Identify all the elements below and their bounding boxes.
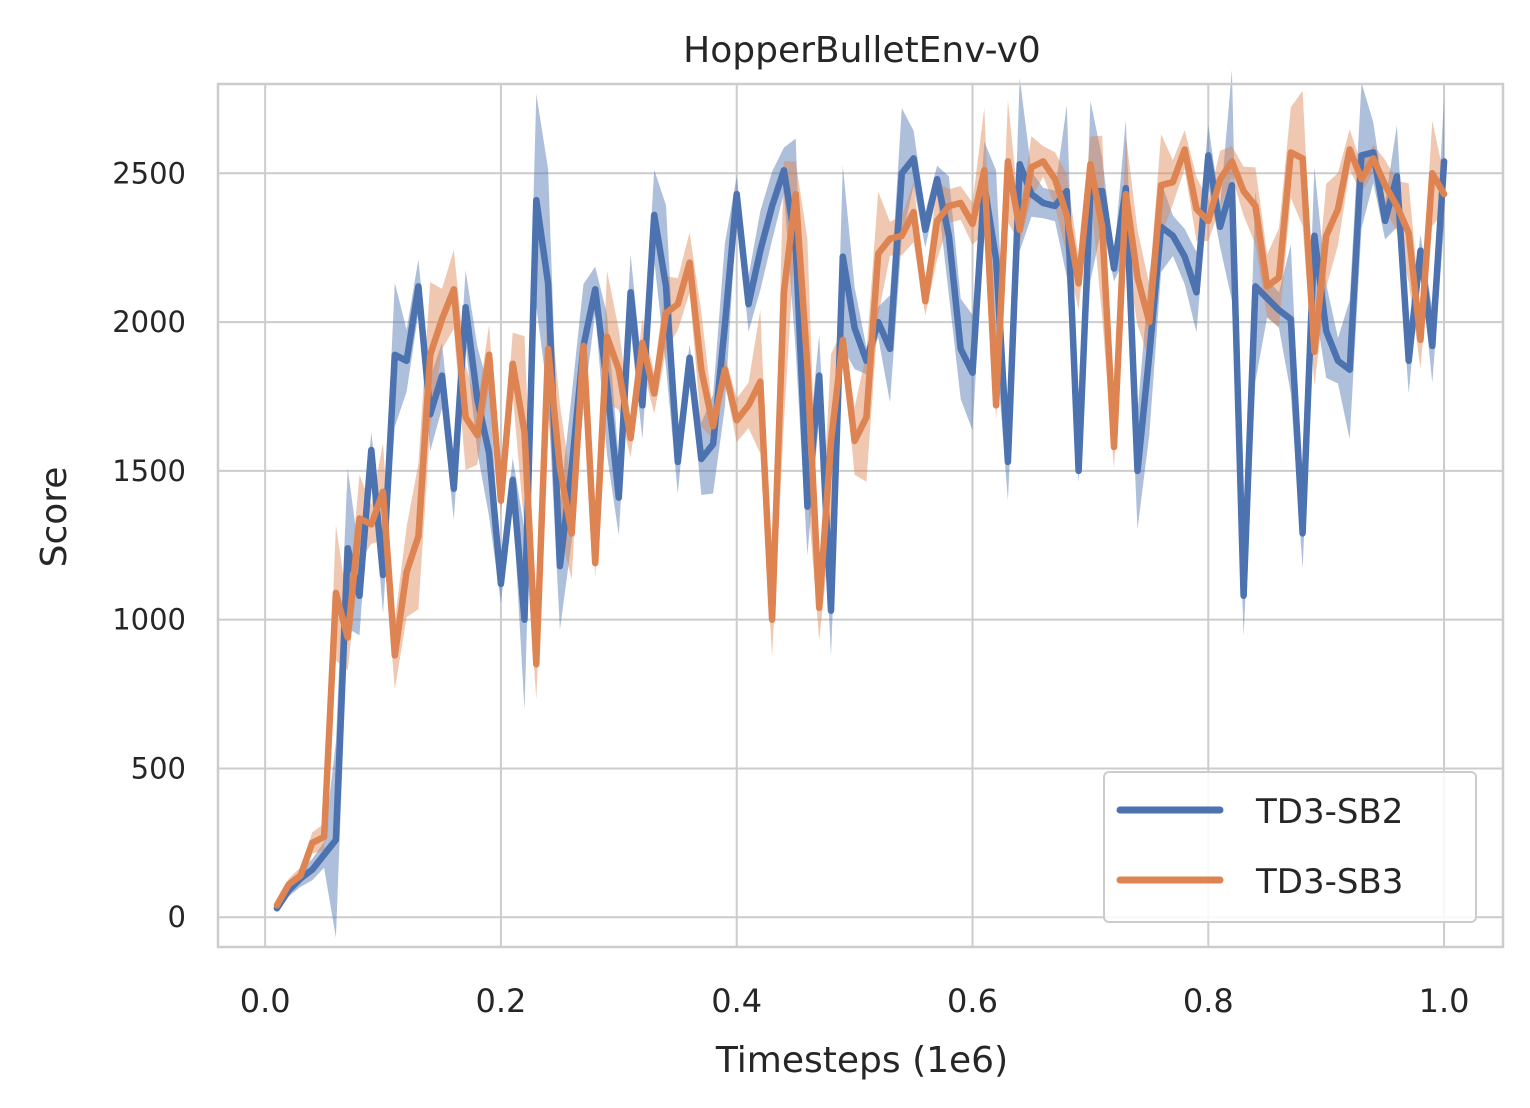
legend: TD3-SB2 TD3-SB3: [1103, 771, 1477, 923]
x-tick-label: 1.0: [1419, 982, 1470, 1020]
y-tick-label: 1500: [112, 454, 186, 488]
series-line-td3-sb2: [273, 149, 1448, 912]
x-axis-label: Timesteps (1e6): [715, 1040, 1008, 1081]
x-tick-label: 0.0: [240, 982, 291, 1020]
y-tick-labels: 0 500 1000 1500 2000 2500: [112, 156, 186, 934]
y-tick-label: 0: [168, 900, 186, 934]
y-tick-label: 2500: [112, 156, 186, 190]
legend-label-td3-sb2: TD3-SB2: [1255, 792, 1403, 832]
y-axis-label: Score: [34, 467, 75, 568]
x-tick-label: 0.4: [711, 982, 762, 1020]
y-tick-label: 2000: [112, 305, 186, 339]
y-tick-label: 500: [131, 751, 186, 785]
x-tick-label: 0.6: [947, 982, 998, 1020]
legend-label-td3-sb3: TD3-SB3: [1255, 862, 1403, 902]
x-tick-label: 0.2: [475, 982, 526, 1020]
chart-title: HopperBulletEnv-v0: [683, 30, 1041, 71]
plot-frame: [216, 82, 1505, 949]
y-tick-label: 1000: [112, 603, 186, 637]
x-tick-label: 0.8: [1183, 982, 1234, 1020]
x-tick-labels: 0.0 0.2 0.4 0.6 0.8 1.0: [240, 982, 1470, 1020]
series-lines: [273, 146, 1448, 912]
series-line-td3-sb3: [273, 146, 1448, 909]
